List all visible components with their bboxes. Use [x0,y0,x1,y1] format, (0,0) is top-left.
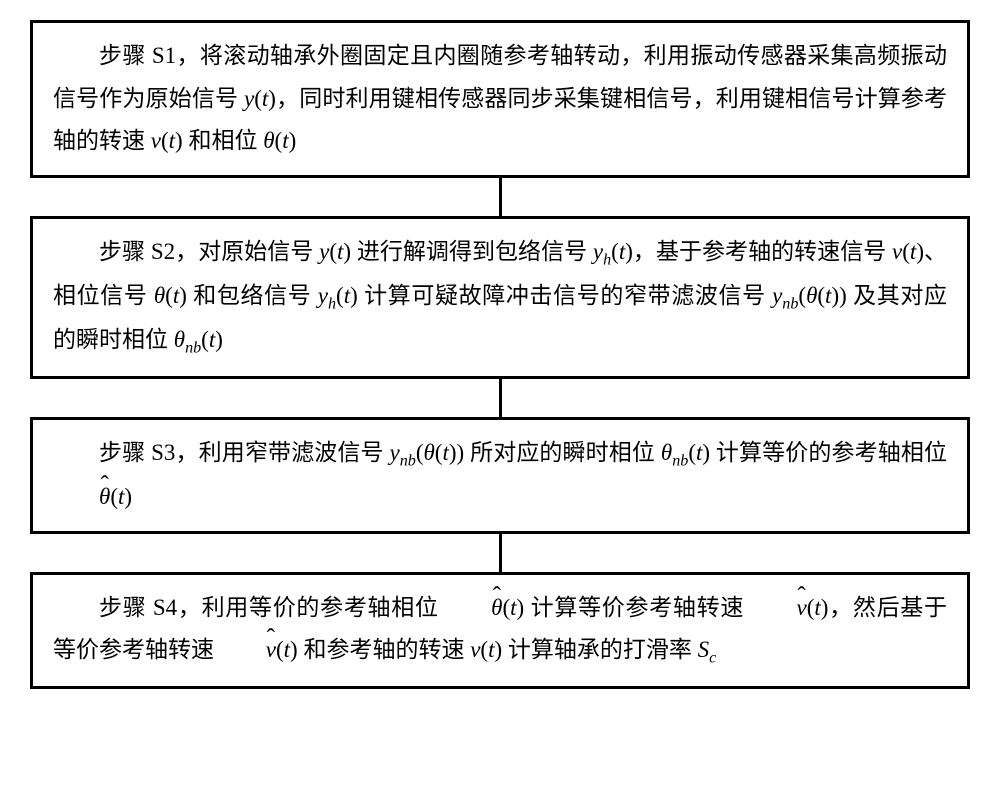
symbol-v-of-t: v(t) [151,128,183,153]
text: 所对应的瞬时相位 [464,440,661,465]
symbol-theta-hat-of-t: θ(t) [445,595,524,620]
symbol-theta-nb-of-t: θnb(t) [661,440,710,465]
symbol-ynb-of-theta-t: ynb(θ(t)) [772,283,847,308]
symbol-yh-of-t: yh(t) [318,283,358,308]
text: ，基于参考轴的转速信号 [633,239,892,264]
flowchart: 步骤 S1，将滚动轴承外圈固定且内圈随参考轴转动，利用振动传感器采集高频振动信号… [15,20,985,689]
symbol-ynb-of-theta-t: ynb(θ(t)) [390,440,465,465]
connector [499,178,502,216]
text: 和相位 [183,128,264,153]
step-s3: 步骤 S3，利用窄带滤波信号 ynb(θ(t)) 所对应的瞬时相位 θnb(t)… [30,417,970,534]
symbol-v-hat-of-t: v(t) [220,637,298,662]
step-s4: 步骤 S4，利用等价的参考轴相位 θ(t) 计算等价参考轴转速 v(t)，然后基… [30,572,970,689]
text: 和参考轴的转速 [298,637,471,662]
step-label: 步骤 S1， [99,43,200,68]
text: 和包络信号 [187,283,318,308]
text: 计算可疑故障冲击信号的窄带滤波信号 [358,283,772,308]
symbol-y-of-t: y(t) [319,239,351,264]
symbol-v-hat-of-t: v(t) [751,595,829,620]
symbol-theta-hat-of-t: θ(t) [53,484,132,509]
text: 对原始信号 [198,239,319,264]
step-label: 步骤 S3， [99,440,199,465]
symbol-theta-of-t: θ(t) [154,283,187,308]
symbol-Sc: Sc [698,637,717,662]
step-label: 步骤 S4， [99,595,202,620]
symbol-v-of-t: v(t) [470,637,502,662]
symbol-theta-of-t: θ(t) [263,128,296,153]
text: 计算轴承的打滑率 [502,637,698,662]
text: 利用窄带滤波信号 [199,440,390,465]
symbol-theta-nb-of-t: θnb(t) [174,327,223,352]
connector [499,534,502,572]
text: 计算等价参考轴转速 [524,595,750,620]
step-s2: 步骤 S2，对原始信号 y(t) 进行解调得到包络信号 yh(t)，基于参考轴的… [30,216,970,379]
text: 计算等价的参考轴相位 [710,440,947,465]
symbol-y-of-t: y(t) [244,86,276,111]
connector [499,379,502,417]
step-label: 步骤 S2， [99,239,198,264]
step-s1: 步骤 S1，将滚动轴承外圈固定且内圈随参考轴转动，利用振动传感器采集高频振动信号… [30,20,970,178]
symbol-yh-of-t: yh(t) [593,239,633,264]
symbol-v-of-t: v(t) [892,239,924,264]
text: 进行解调得到包络信号 [351,239,593,264]
